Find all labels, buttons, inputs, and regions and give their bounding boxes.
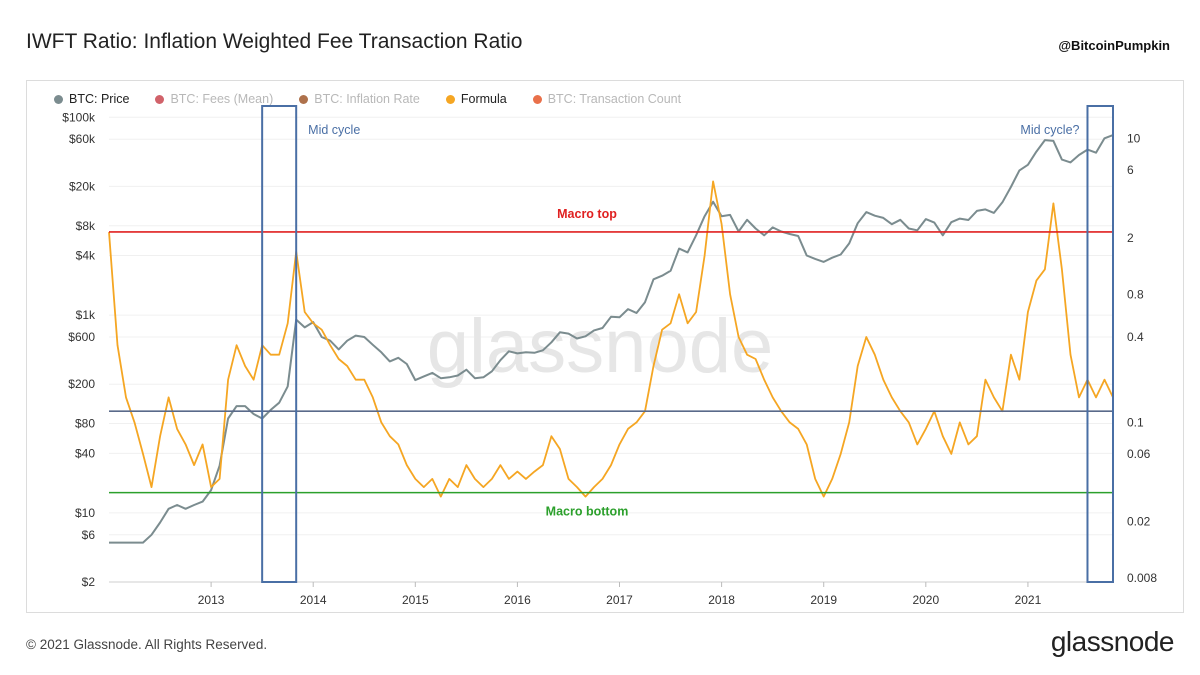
right-axis-tick-label: 10 — [1127, 132, 1141, 146]
left-axis-tick-label: $4k — [76, 249, 96, 263]
legend-item-btc-fees-mean[interactable]: BTC: Fees (Mean) — [155, 92, 273, 106]
left-axis-tick-label: $6 — [82, 528, 96, 542]
x-axis-tick-label: 2018 — [708, 593, 735, 607]
annotation-box — [1086, 105, 1115, 583]
left-axis-tick-label: $100k — [62, 110, 96, 124]
x-axis-tick-label: 2016 — [504, 593, 531, 607]
brand-logo: glassnode — [1050, 626, 1175, 657]
chart-frame — [26, 80, 1184, 613]
left-axis-tick-label: $40 — [75, 446, 95, 460]
x-axis-tick-label: 2015 — [402, 593, 429, 607]
legend-label: Formula — [460, 92, 507, 106]
x-axis-tick-label: 2013 — [198, 593, 225, 607]
legend-dot-icon — [445, 94, 455, 104]
left-axis-tick-label: $80 — [75, 417, 95, 431]
legend-dot-icon — [299, 94, 309, 104]
legend-dot-icon — [532, 94, 542, 104]
left-axis-tick-label: $1k — [76, 308, 96, 322]
right-axis-tick-label: 0.008 — [1127, 571, 1157, 585]
chart-title: IWFT Ratio: Inflation Weighted Fee Trans… — [26, 30, 523, 53]
copyright-text: © 2021 Glassnode. All Rights Reserved. — [26, 637, 268, 652]
legend-dot-icon — [155, 94, 165, 104]
x-axis-tick-label: 2014 — [300, 593, 327, 607]
watermark-text: glassnode — [427, 304, 774, 389]
right-axis-tick-label: 6 — [1127, 163, 1134, 177]
legend-label: BTC: Transaction Count — [547, 92, 682, 106]
annotation-box-label: Mid cycle — [308, 123, 360, 137]
annotation-box-label: Mid cycle? — [1020, 123, 1079, 137]
right-axis-tick-label: 0.8 — [1127, 287, 1144, 301]
series-line-formula — [108, 180, 1114, 498]
left-axis-tick-label: $8k — [76, 219, 96, 233]
left-axis-tick-label: $60k — [69, 132, 96, 146]
left-axis-tick-label: $200 — [68, 377, 95, 391]
left-axis-tick-label: $600 — [68, 330, 95, 344]
right-axis-tick-label: 0.06 — [1127, 447, 1151, 461]
left-axis-tick-label: $10 — [75, 506, 95, 520]
x-axis-tick-label: 2017 — [606, 593, 633, 607]
left-axis-tick-label: $2 — [82, 575, 96, 589]
right-axis-tick-label: 0.4 — [1127, 330, 1144, 344]
legend-label: BTC: Price — [69, 92, 130, 106]
right-axis-tick-label: 0.1 — [1127, 415, 1144, 429]
legend: BTC: Price BTC: Fees (Mean) BTC: Inflation… — [54, 92, 681, 106]
legend-label: BTC: Fees (Mean) — [170, 92, 274, 106]
x-axis-tick-label: 2021 — [1015, 593, 1042, 607]
legend-item-btc-inflation-rate[interactable]: BTC: Inflation Rate — [299, 92, 420, 106]
series-line-btc-price — [109, 134, 1114, 544]
author-handle: @BitcoinPumpkin — [1058, 38, 1170, 53]
legend-dot-icon — [54, 94, 63, 104]
legend-item-btc-transaction-count[interactable]: BTC: Transaction Count — [532, 92, 682, 106]
x-axis-tick-label: 2019 — [810, 593, 837, 607]
legend-item-btc-price[interactable]: BTC: Price — [54, 92, 129, 106]
annotation-label: Macro bottom — [546, 505, 629, 519]
legend-item-formula[interactable]: Formula — [445, 92, 507, 106]
right-axis-tick-label: 0.02 — [1127, 515, 1151, 529]
right-axis-tick-label: 2 — [1127, 231, 1134, 245]
legend-label: BTC: Inflation Rate — [314, 92, 420, 106]
annotation-label: Macro top — [557, 207, 617, 221]
x-axis-tick-label: 2020 — [912, 593, 939, 607]
annotation-box — [261, 105, 298, 583]
left-axis-tick-label: $20k — [69, 179, 96, 193]
